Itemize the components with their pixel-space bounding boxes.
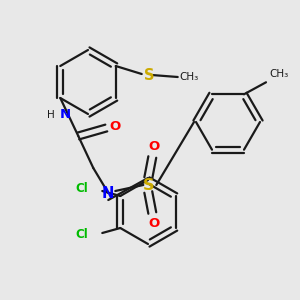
Text: Cl: Cl xyxy=(76,182,88,196)
Text: H: H xyxy=(46,110,54,120)
Text: N: N xyxy=(59,109,70,122)
Text: S: S xyxy=(144,68,154,82)
Text: CH₃: CH₃ xyxy=(269,69,288,79)
Text: N: N xyxy=(102,185,115,200)
Text: CH₃: CH₃ xyxy=(180,72,199,82)
Text: O: O xyxy=(109,121,121,134)
Text: Cl: Cl xyxy=(76,229,88,242)
Text: S: S xyxy=(142,178,154,193)
Text: O: O xyxy=(149,217,160,230)
Text: O: O xyxy=(149,140,160,153)
